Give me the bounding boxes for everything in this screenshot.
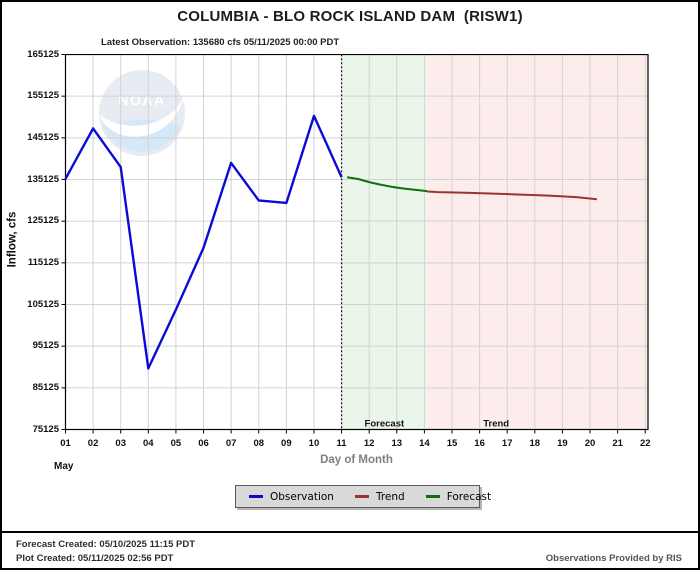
y-tick-label: 85125 [32,381,59,393]
y-tick-label: 75125 [32,423,59,435]
page-title: COLUMBIA - BLO ROCK ISLAND DAM (RISW1) [177,8,523,25]
legend: Observation Trend Forecast [235,485,491,508]
legend-swatch-trend [354,495,369,498]
legend-item: Observation [249,491,334,503]
legend-label: Forecast [446,490,492,503]
chart-plot-area: Forecast Trend [61,54,649,434]
y-tick-label: 115125 [27,256,59,268]
legend-item: Forecast [425,490,492,503]
y-tick-label: 155125 [27,90,59,102]
x-tick-label: 15 [446,438,458,449]
x-tick-label: 21 [612,438,623,449]
x-tick-label: 08 [253,438,265,449]
observation-line [64,114,343,370]
x-tick-label: 03 [115,438,126,449]
x-tick-label: 12 [363,438,375,449]
x-tick-label: 01 [60,438,71,449]
x-tick-label: 02 [87,438,99,449]
legend-label: Trend [375,490,405,503]
y-tick-label: 165125 [27,48,59,60]
x-tick-label: 10 [308,438,320,449]
x-tick-label: 17 [501,438,513,449]
plot-frame [64,54,649,431]
x-tick-label: 06 [198,438,209,449]
x-tick-label: 14 [419,438,430,449]
footer-plot-created: Plot Created: 05/11/2025 02:56 PDT [16,553,174,564]
x-tick-label: 07 [225,438,237,449]
footer: Forecast Created: 05/10/2025 11:15 PDT P… [2,531,698,568]
y-tick-label: 125125 [27,215,59,227]
y-tick-label: 95125 [32,340,59,352]
x-tick-label: 05 [170,438,182,449]
x-tick-label: 11 [336,438,347,449]
x-tick-label: 22 [639,438,651,449]
forecast-region-label: Forecast [365,419,405,430]
trend-line [427,190,598,201]
footer-forecast-created: Forecast Created: 05/10/2025 11:15 PDT [16,539,196,550]
x-tick-label: 04 [143,438,154,449]
trend-region [427,54,648,430]
footer-provider: Observations Provided by RIS [545,553,682,564]
x-tick-label: 18 [529,438,541,449]
latest-observation-text: Latest Observation: 135680 cfs 05/11/202… [101,37,340,48]
legend-label: Observation [270,490,334,503]
month-label: May [54,461,74,472]
y-tick-label: 145125 [27,131,59,143]
forecast-region [341,54,428,430]
x-tick-label: 20 [584,438,596,449]
x-axis-label: Day of Month [320,454,393,466]
y-axis-label: Inflow, cfs [6,211,19,268]
legend-swatch-forecast [425,495,440,498]
x-tick-label: 13 [391,438,403,449]
x-tick-label: 19 [557,438,568,449]
legend-swatch-observation [249,495,263,498]
trend-region-label: Trend [483,419,509,430]
x-tick-label: 16 [474,438,485,449]
x-tick-label: 09 [281,438,292,449]
y-tick-label: 105125 [27,298,59,310]
legend-item: Trend [354,490,405,503]
y-tick-label: 135125 [27,173,59,185]
forecast-line [346,176,428,193]
